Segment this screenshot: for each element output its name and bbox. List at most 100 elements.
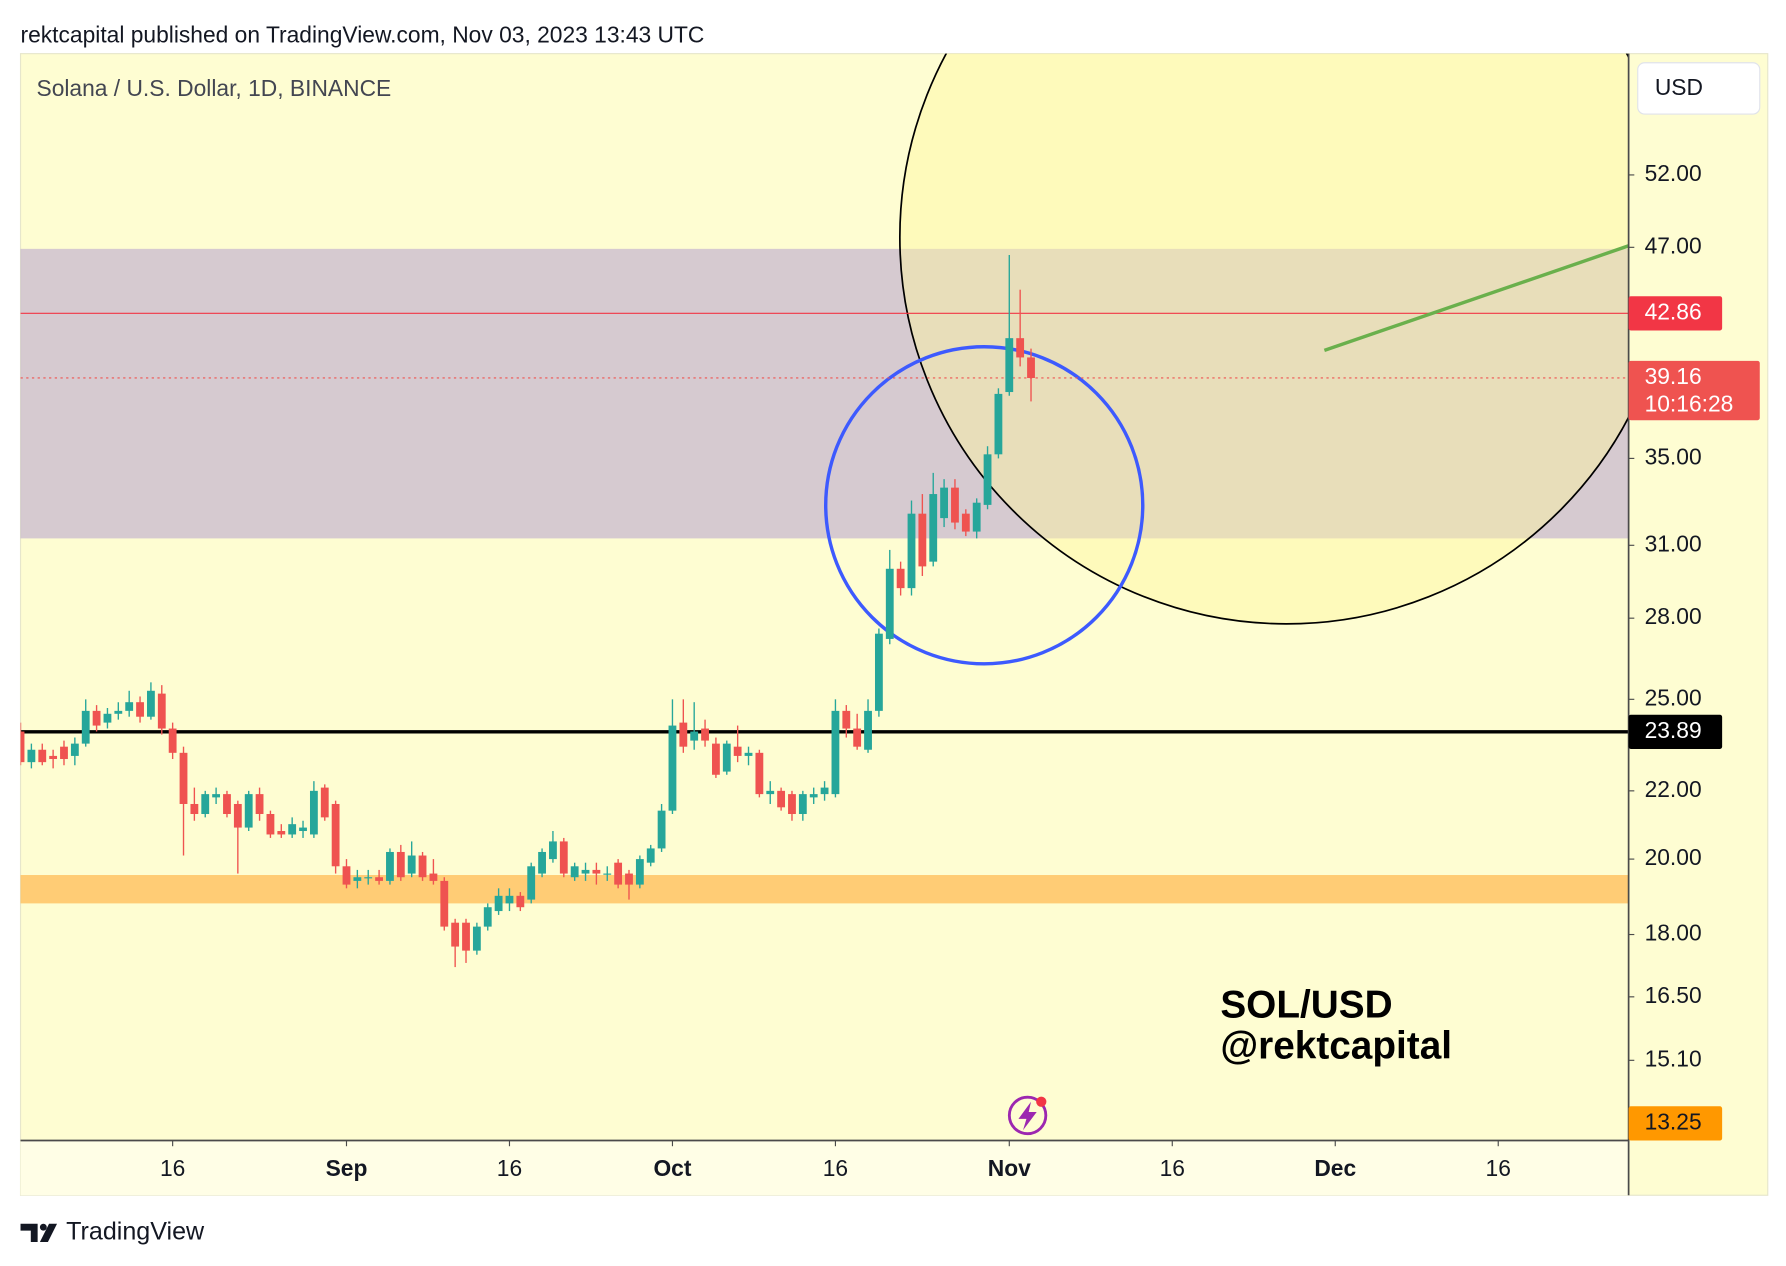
focus-circle xyxy=(824,345,1145,666)
candle-body xyxy=(559,841,568,874)
candle-body xyxy=(972,502,981,532)
candle-body xyxy=(494,895,503,912)
trend-line xyxy=(1323,244,1629,352)
price-badge xyxy=(1628,296,1723,331)
candle-body xyxy=(299,827,307,832)
candle-body xyxy=(788,794,796,815)
candle-body xyxy=(646,848,655,863)
candle-body xyxy=(864,710,872,750)
candle-body xyxy=(1016,338,1025,358)
candle-body xyxy=(722,743,731,772)
candle-body xyxy=(885,568,894,639)
candle-body xyxy=(733,746,742,756)
x-tick-label: Nov xyxy=(988,1155,1031,1181)
candle-body xyxy=(38,749,47,763)
candle-body xyxy=(168,728,177,753)
candle-body xyxy=(157,693,166,729)
candle-body xyxy=(70,743,79,756)
price-badge xyxy=(1628,714,1723,749)
candle-body xyxy=(103,713,112,723)
candle-body xyxy=(386,851,394,881)
x-tick-label: 16 xyxy=(1486,1155,1511,1181)
candle-body xyxy=(918,513,927,567)
candle-body xyxy=(20,731,25,763)
candle-body xyxy=(1027,357,1035,378)
candle-body xyxy=(1005,338,1014,393)
candle-body xyxy=(679,722,688,747)
logo-part xyxy=(20,1223,38,1243)
price-badge-label: 23.89 xyxy=(1645,717,1702,743)
candle-body xyxy=(418,855,427,878)
y-tick-label: 31.00 xyxy=(1645,530,1702,556)
header: rektcapital published on TradingView.com… xyxy=(21,22,705,48)
candle-body xyxy=(212,794,221,798)
candle-body xyxy=(266,814,275,835)
candle-body xyxy=(951,487,959,523)
highlight-circle xyxy=(899,53,1629,625)
candle-body xyxy=(777,790,786,808)
candle-body xyxy=(570,866,579,878)
candle-body xyxy=(940,487,949,519)
candle-body xyxy=(896,568,905,589)
candle-body xyxy=(49,755,58,760)
x-tick-label: 16 xyxy=(497,1155,522,1181)
candle-body xyxy=(223,794,231,815)
candle-body xyxy=(353,877,362,881)
candle-body xyxy=(755,752,764,795)
candle-body xyxy=(538,851,546,874)
x-axis-background xyxy=(20,1140,1629,1196)
logo-part xyxy=(39,1223,58,1243)
candle-body xyxy=(277,831,286,835)
candle-body xyxy=(929,494,938,562)
candle-body xyxy=(136,702,144,717)
candle-body xyxy=(201,794,210,815)
price-badge-label: 13.25 xyxy=(1645,1108,1702,1134)
y-tick-label: 20.00 xyxy=(1645,844,1702,870)
currency-button[interactable] xyxy=(1637,62,1761,115)
candle-body xyxy=(288,824,297,835)
zone xyxy=(20,875,1629,904)
candle-body xyxy=(614,862,623,885)
candle-body xyxy=(820,787,829,795)
candle-body xyxy=(125,702,134,711)
candle-body xyxy=(874,633,883,711)
candle-body xyxy=(462,922,470,951)
alert-ring xyxy=(1007,1095,1048,1136)
price-badge-label: 39.16 xyxy=(1645,363,1702,389)
candle-body xyxy=(429,873,438,881)
y-tick-label: 52.00 xyxy=(1645,160,1702,186)
logo-part xyxy=(39,1223,47,1231)
chart-title: Solana / U.S. Dollar, 1D, BINANCE xyxy=(36,75,391,101)
candle-body xyxy=(983,454,992,505)
x-tick-label: 16 xyxy=(823,1155,848,1181)
chart-background xyxy=(19,53,1769,1196)
watermark: SOL/USD xyxy=(1220,983,1392,1026)
candle-body xyxy=(625,873,633,885)
candle-body xyxy=(907,513,916,589)
candle-body xyxy=(744,752,753,756)
candle-body xyxy=(853,728,862,747)
zone xyxy=(20,248,1629,539)
candle-body xyxy=(342,866,351,885)
candle-body xyxy=(483,907,492,927)
candle-body xyxy=(809,794,818,798)
price-badge-label: 42.86 xyxy=(1645,298,1702,324)
watermark: @rektcapital xyxy=(1220,1024,1452,1067)
candle-body xyxy=(60,746,68,760)
candle-body xyxy=(635,859,644,885)
y-tick-label: 16.50 xyxy=(1645,982,1702,1008)
candle-body xyxy=(396,851,405,878)
candle-body xyxy=(668,725,677,811)
candle-body xyxy=(831,710,840,795)
candle-body xyxy=(592,869,601,874)
candle-body xyxy=(147,690,155,717)
price-badge xyxy=(1628,1106,1723,1141)
x-tick-label: 16 xyxy=(1160,1155,1185,1181)
alert-icon[interactable] xyxy=(1007,1095,1048,1136)
candle-body xyxy=(603,873,612,875)
candle-body xyxy=(255,794,264,815)
y-tick-label: 47.00 xyxy=(1645,232,1702,258)
candle-body xyxy=(549,841,557,860)
candle-body xyxy=(309,790,318,835)
y-tick-label: 15.10 xyxy=(1645,1045,1702,1071)
